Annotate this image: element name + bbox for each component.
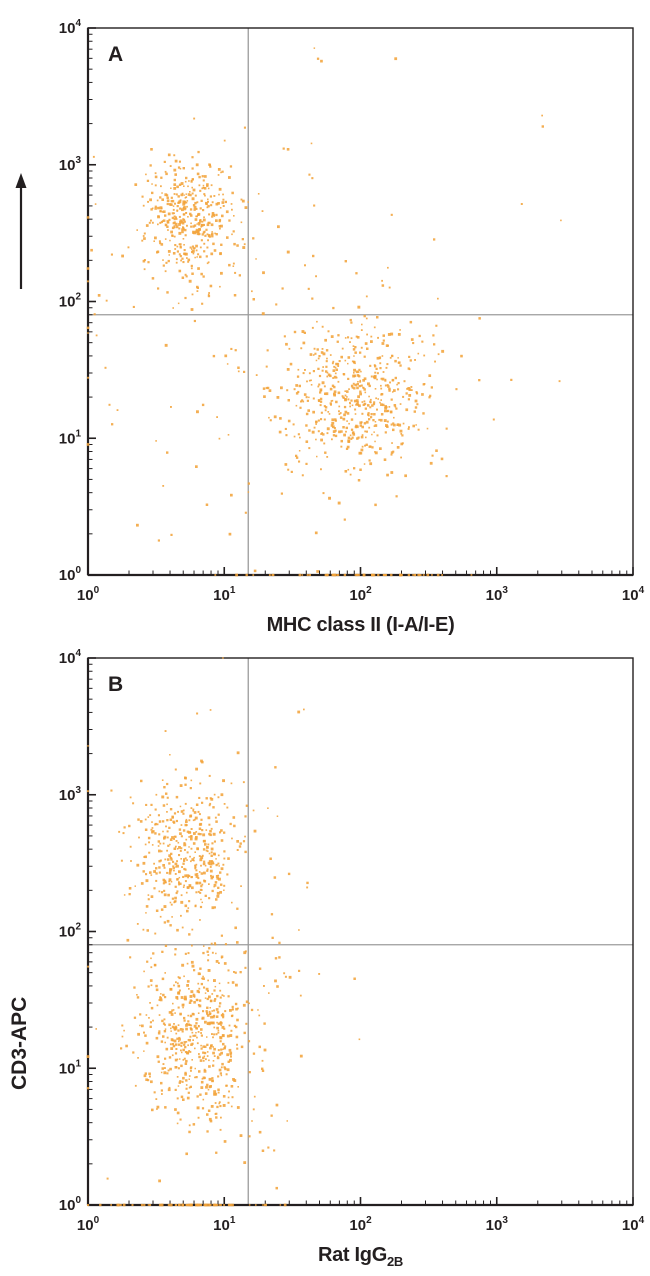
axis-ticks: 100 101 102 103 104 100 101 102 103 104 — [59, 18, 645, 604]
panel-a-x-axis-label: MHC class II (I-A/I-E) — [266, 614, 455, 636]
panel-a-letter: A — [108, 43, 124, 66]
svg-text:100: 100 — [77, 1215, 100, 1234]
svg-text:104: 104 — [59, 18, 82, 37]
axis-ticks: 100 101 102 103 104 100 101 102 103 104 — [59, 648, 645, 1234]
panel-A: 100 101 102 103 104 100 101 102 103 104 — [59, 18, 645, 604]
y-axis-up-arrow-icon — [15, 173, 27, 289]
scatter-points-panel-A — [86, 47, 562, 577]
panel-a-x-axis-title: MHC class II (I-A/I-E) — [88, 614, 633, 639]
svg-text:101: 101 — [59, 428, 82, 447]
svg-text:103: 103 — [59, 155, 82, 174]
svg-text:101: 101 — [213, 1215, 236, 1234]
plot-frame — [86, 657, 634, 1207]
plot-frame — [86, 27, 634, 577]
svg-text:101: 101 — [59, 1058, 82, 1077]
svg-text:102: 102 — [59, 922, 82, 941]
svg-text:102: 102 — [349, 1215, 372, 1234]
svg-text:101: 101 — [213, 585, 236, 604]
svg-text:102: 102 — [59, 292, 82, 311]
panel-B: 100 101 102 103 104 100 101 102 103 104 — [59, 648, 645, 1234]
svg-text:104: 104 — [622, 1215, 645, 1234]
panel-b-letter: B — [108, 673, 124, 696]
svg-text:103: 103 — [59, 785, 82, 804]
svg-text:104: 104 — [59, 648, 82, 667]
panel-b-x-axis-label-subscript: 2B — [386, 1254, 404, 1269]
scatter-points-panel-B — [86, 657, 361, 1207]
svg-text:100: 100 — [59, 1195, 82, 1214]
quadrant-gate-lines — [88, 658, 633, 1205]
svg-text:102: 102 — [349, 585, 372, 604]
quadrant-gate-lines — [88, 28, 633, 575]
panel-b-x-axis-label: Rat IgG — [317, 1244, 387, 1266]
svg-text:103: 103 — [486, 585, 509, 604]
svg-text:100: 100 — [59, 565, 82, 584]
svg-text:104: 104 — [622, 585, 645, 604]
svg-text:100: 100 — [77, 585, 100, 604]
panel-b-x-axis-title: Rat IgG2B — [88, 1244, 633, 1269]
y-axis-title: CD3-APC — [8, 996, 31, 1090]
svg-text:103: 103 — [486, 1215, 509, 1234]
